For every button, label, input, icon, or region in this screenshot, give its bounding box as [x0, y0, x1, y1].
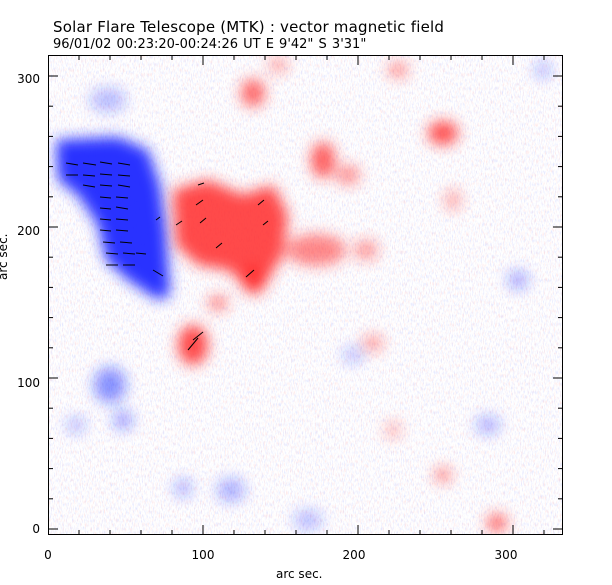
x-tick-label: 100: [191, 548, 215, 562]
y-tick-label: 0: [32, 522, 40, 536]
y-tick-label: 300: [17, 72, 40, 86]
y-tick-label: 200: [17, 224, 40, 238]
observation-info: 96/01/02 00:23:20-00:24:26 UT E 9'42" S …: [53, 37, 367, 52]
magnetogram-plot: [48, 55, 563, 535]
positive-polarity-regions: [173, 57, 507, 532]
magnetogram-image: [48, 55, 563, 535]
y-axis-label: arc sec.: [0, 233, 10, 280]
transverse-field-vectors: [65, 161, 269, 351]
x-tick-label: 0: [44, 548, 52, 562]
plot-title: Solar Flare Telescope (MTK) : vector mag…: [53, 18, 445, 36]
y-tick-label: 100: [17, 376, 40, 390]
x-axis-label: arc sec.: [276, 567, 323, 581]
x-tick-label: 200: [342, 548, 366, 562]
negative-polarity-regions: [56, 62, 551, 530]
x-tick-label: 300: [494, 548, 518, 562]
axes-frame: [48, 55, 563, 535]
